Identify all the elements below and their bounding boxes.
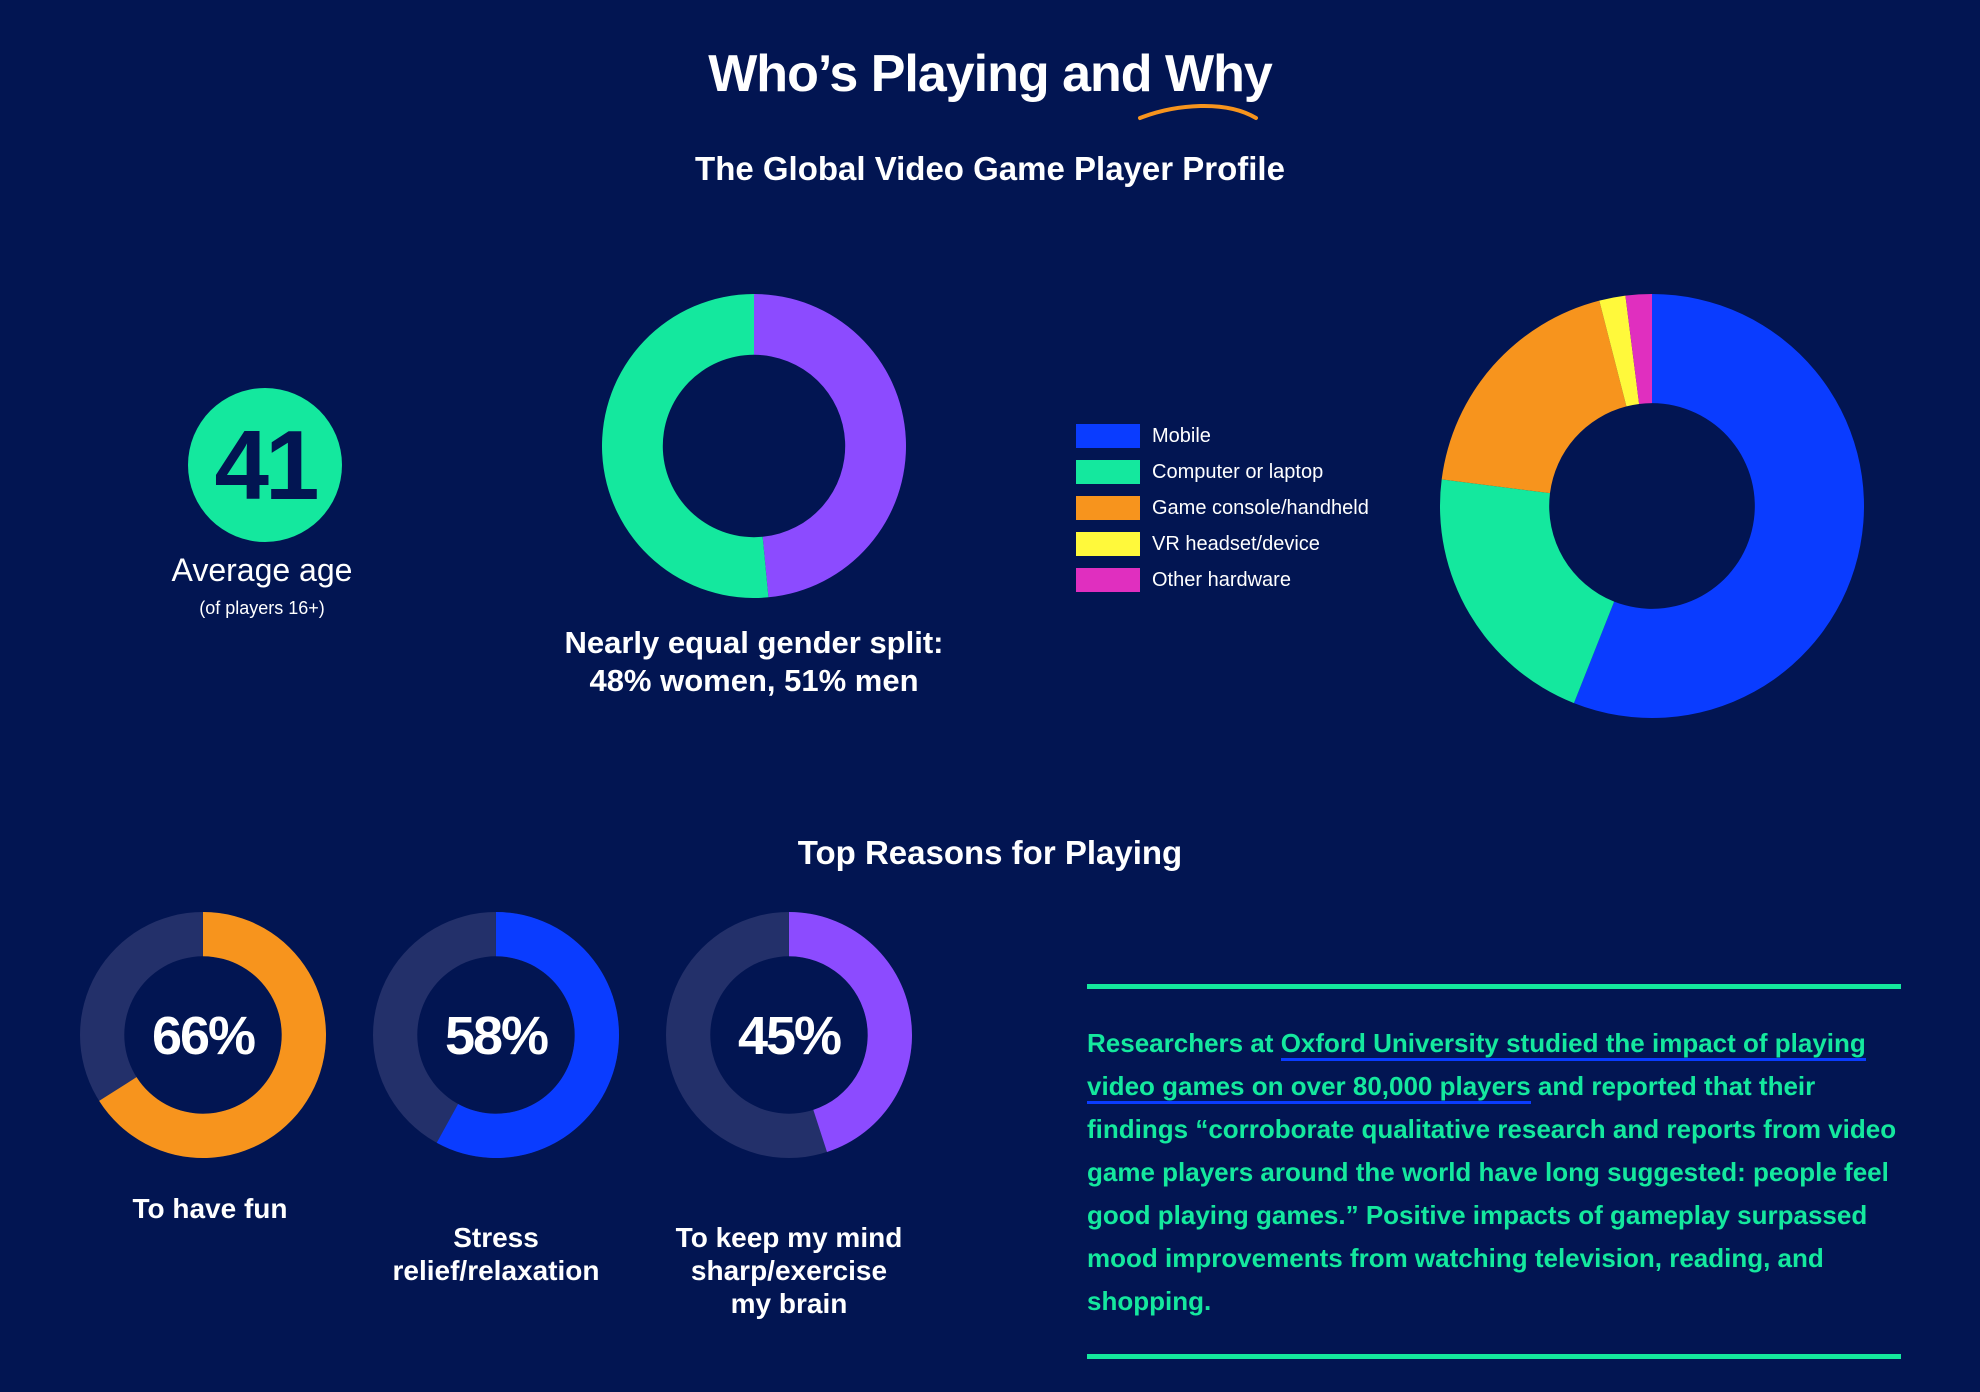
gender-split-caption: Nearly equal gender split: 48% women, 51… [500,624,1008,700]
average-age-label: Average age [171,552,353,588]
reason-label-fun: To have fun [60,1192,360,1225]
donut-slice-game-console-handheld [1441,300,1627,494]
reason-label-line: To keep my mind [675,1222,903,1253]
legend-swatch [1076,496,1140,520]
reason-label-stress: Stress relief/relaxation [346,1221,646,1287]
gender-caption-line-2: 48% women, 51% men [589,663,919,698]
gender-caption-line-1: Nearly equal gender split: [564,625,944,660]
reason-donut-stress [373,912,619,1158]
legend-label: Computer or laptop [1152,460,1324,483]
reason-donut-fun [80,912,326,1158]
reasons-section-title: Top Reasons for Playing [797,834,1183,871]
oxford-quote: Researchers at Oxford University studied… [1087,1022,1917,1323]
quote-bottom-rule [1087,1354,1901,1359]
legend-item: Mobile [1076,418,1369,454]
reason-label-line: relief/relaxation [392,1255,600,1286]
reason-label-line: my brain [730,1288,848,1319]
donut-value-arc [789,912,912,1152]
reason-pct-fun: 66% [151,1006,256,1066]
donut-slice-other-hardware [1625,294,1652,404]
quote-text-post: and reported that their findings “corrob… [1087,1071,1897,1316]
legend-item: Computer or laptop [1076,454,1369,490]
legend-item: VR headset/device [1076,526,1369,562]
title-underline-swoosh [1138,104,1258,120]
donut-value-arc [99,912,326,1158]
legend-swatch [1076,424,1140,448]
legend-label: Game console/handheld [1152,496,1369,519]
donut-slice-computer-or-laptop [1440,479,1615,704]
quote-top-rule [1087,984,1901,989]
reason-pct-stress: 58% [444,1006,549,1066]
legend-swatch [1076,532,1140,556]
page-title: Who’s Playing and Why [708,45,1273,103]
page-subtitle: The Global Video Game Player Profile [695,150,1285,187]
legend-item: Other hardware [1076,562,1369,598]
legend-label: Other hardware [1152,568,1291,591]
legend-label: Mobile [1152,424,1211,447]
average-age-note: (of players 16+) [199,598,325,618]
device-donut-chart [1440,294,1864,718]
reason-label-line: To have fun [132,1193,288,1224]
legend-item: Game console/handheld [1076,490,1369,526]
donut-slice-vr-headset-device [1599,295,1640,407]
reason-donut-brain [666,912,912,1158]
legend-swatch [1076,460,1140,484]
oxford-study-link[interactable]: Oxford University studied the impact of … [1087,1028,1866,1104]
reason-label-line: Stress [453,1222,539,1253]
reason-label-line: sharp/exercise [690,1255,888,1286]
donut-value-arc [436,912,619,1158]
legend-label: VR headset/device [1152,532,1320,555]
reason-pct-brain: 45% [737,1006,842,1066]
legend-swatch [1076,568,1140,592]
donut-slice-men [602,294,769,598]
donut-slice-women [754,294,906,598]
donut-slice-mobile [1573,294,1864,718]
quote-text-pre: Researchers at [1087,1028,1281,1058]
average-age-badge: 41 [188,388,342,542]
reason-label-brain: To keep my mind sharp/exercise my brain [639,1221,939,1320]
device-legend: Mobile Computer or laptop Game console/han… [1076,418,1369,598]
gender-split-donut-chart [602,294,906,598]
